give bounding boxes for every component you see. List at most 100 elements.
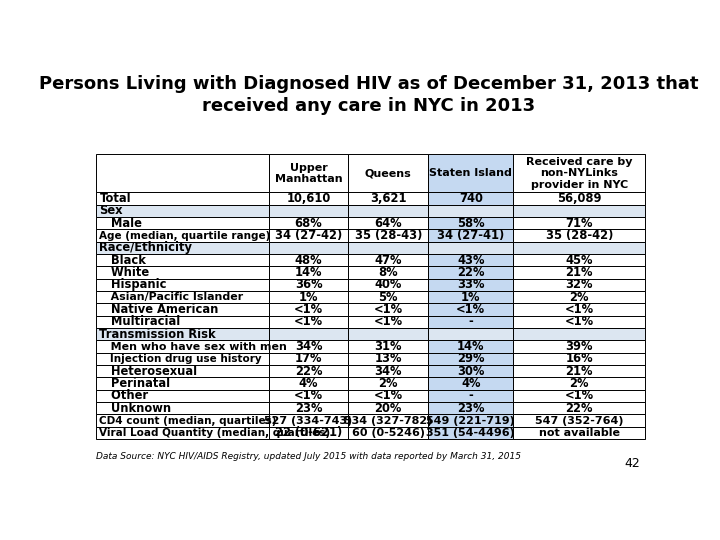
Bar: [428, 365, 513, 377]
Text: 30%: 30%: [457, 364, 485, 377]
Bar: [348, 390, 428, 402]
Text: 4%: 4%: [299, 377, 318, 390]
Text: 22 (0-621): 22 (0-621): [275, 427, 342, 440]
Bar: [428, 291, 513, 303]
Text: 39%: 39%: [565, 340, 593, 353]
Bar: [348, 230, 428, 242]
Text: 45%: 45%: [565, 254, 593, 267]
Bar: [428, 427, 513, 439]
Text: Race/Ethnicity: Race/Ethnicity: [99, 241, 192, 254]
Text: 13%: 13%: [374, 353, 402, 366]
Bar: [96, 353, 269, 365]
Text: <1%: <1%: [294, 389, 323, 402]
Bar: [428, 217, 513, 230]
Text: <1%: <1%: [564, 303, 594, 316]
Bar: [428, 154, 513, 192]
Text: Staten Island: Staten Island: [429, 168, 512, 178]
Bar: [348, 402, 428, 414]
Bar: [269, 414, 348, 427]
Bar: [269, 353, 348, 365]
Text: 60 (0-5246): 60 (0-5246): [352, 428, 425, 438]
Text: 8%: 8%: [379, 266, 398, 279]
Bar: [269, 230, 348, 242]
Text: 35 (28-42): 35 (28-42): [546, 229, 613, 242]
Text: Heterosexual: Heterosexual: [99, 364, 197, 377]
Bar: [269, 377, 348, 390]
Text: Injection drug use history: Injection drug use history: [99, 354, 262, 364]
Bar: [96, 205, 269, 217]
Bar: [348, 154, 428, 192]
Text: Other: Other: [99, 389, 148, 402]
Text: White: White: [99, 266, 150, 279]
Bar: [428, 328, 513, 340]
Bar: [96, 303, 269, 316]
Text: 43%: 43%: [457, 254, 485, 267]
Bar: [348, 340, 428, 353]
Bar: [269, 316, 348, 328]
Text: 1%: 1%: [461, 291, 480, 303]
Bar: [269, 328, 348, 340]
Text: 23%: 23%: [457, 402, 485, 415]
Bar: [513, 205, 645, 217]
Text: 23%: 23%: [294, 402, 323, 415]
Bar: [428, 242, 513, 254]
Bar: [428, 377, 513, 390]
Text: Age (median, quartile range): Age (median, quartile range): [99, 231, 271, 241]
Bar: [513, 328, 645, 340]
Bar: [96, 328, 269, 340]
Bar: [96, 279, 269, 291]
Text: 31%: 31%: [374, 340, 402, 353]
Bar: [348, 353, 428, 365]
Text: <1%: <1%: [564, 389, 594, 402]
Bar: [513, 154, 645, 192]
Text: Viral Load Quantity (median, quartiles): Viral Load Quantity (median, quartiles): [99, 428, 330, 438]
Bar: [513, 353, 645, 365]
Text: 34%: 34%: [294, 340, 323, 353]
Bar: [513, 192, 645, 205]
Text: Total: Total: [99, 192, 131, 205]
Text: 740: 740: [459, 192, 482, 205]
Text: not available: not available: [539, 428, 620, 438]
Bar: [348, 266, 428, 279]
Bar: [96, 414, 269, 427]
Bar: [269, 266, 348, 279]
Text: <1%: <1%: [374, 315, 402, 328]
Bar: [513, 217, 645, 230]
Text: 534 (327-782): 534 (327-782): [344, 415, 433, 426]
Text: Upper
Manhattan: Upper Manhattan: [275, 163, 343, 184]
Bar: [428, 254, 513, 266]
Bar: [513, 254, 645, 266]
Bar: [269, 254, 348, 266]
Bar: [428, 192, 513, 205]
Text: 22%: 22%: [565, 402, 593, 415]
Text: 36%: 36%: [294, 279, 323, 292]
Bar: [348, 427, 428, 439]
Bar: [269, 279, 348, 291]
Bar: [269, 242, 348, 254]
Bar: [96, 254, 269, 266]
Bar: [348, 328, 428, 340]
Bar: [513, 402, 645, 414]
Bar: [428, 230, 513, 242]
Bar: [269, 192, 348, 205]
Text: 34 (27-41): 34 (27-41): [437, 229, 504, 242]
Bar: [269, 205, 348, 217]
Text: 35 (28-43): 35 (28-43): [354, 229, 422, 242]
Text: Transmission Risk: Transmission Risk: [99, 328, 216, 341]
Bar: [269, 303, 348, 316]
Text: <1%: <1%: [456, 303, 485, 316]
Bar: [428, 316, 513, 328]
Bar: [348, 279, 428, 291]
Bar: [513, 414, 645, 427]
Text: Unknown: Unknown: [99, 402, 171, 415]
Text: 17%: 17%: [294, 353, 323, 366]
Bar: [513, 365, 645, 377]
Text: 29%: 29%: [457, 353, 485, 366]
Text: 20%: 20%: [374, 402, 402, 415]
Text: 14%: 14%: [457, 340, 485, 353]
Bar: [348, 254, 428, 266]
Bar: [269, 340, 348, 353]
Bar: [269, 217, 348, 230]
Text: Men who have sex with men: Men who have sex with men: [99, 342, 287, 352]
Bar: [96, 316, 269, 328]
